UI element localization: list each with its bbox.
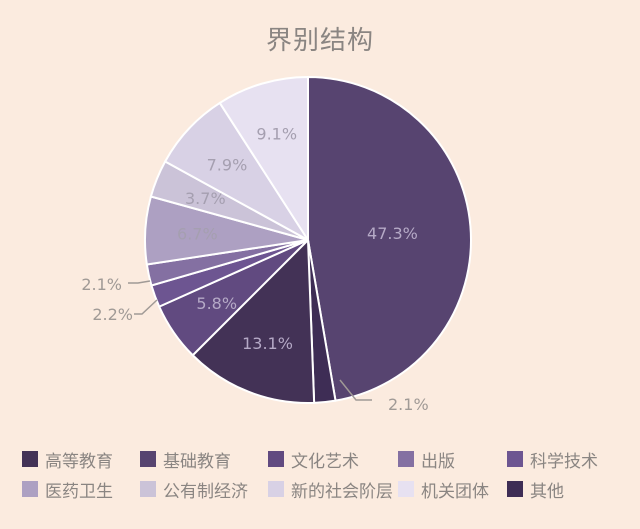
legend-swatch [22, 451, 38, 467]
slice-label: 7.9% [207, 155, 248, 174]
slice-label: 47.3% [367, 224, 418, 243]
leader-line [134, 299, 158, 315]
legend-item-public-economy[interactable]: 公有制经济 [140, 477, 268, 502]
leader-line [339, 379, 372, 401]
legend-item-new-social-class[interactable]: 新的社会阶层 [268, 477, 398, 502]
legend: 高等教育 基础教育 文化艺术 出版 科学技术 医药卫生 公有制经济 [22, 444, 640, 504]
legend-swatch [268, 451, 284, 467]
legend-label: 科学技术 [530, 451, 598, 472]
legend-item-culture-art[interactable]: 文化艺术 [268, 447, 398, 472]
legend-swatch [140, 451, 156, 467]
legend-item-basic-education[interactable]: 基础教育 [140, 447, 268, 472]
legend-label: 公有制经济 [163, 481, 248, 502]
slice-label: 2.2% [92, 305, 133, 324]
legend-swatch [140, 481, 156, 497]
slice-label: 5.8% [196, 294, 237, 313]
legend-label: 文化艺术 [291, 451, 359, 472]
legend-swatch [22, 481, 38, 497]
legend-item-publishing[interactable]: 出版 [398, 447, 507, 472]
pie-slice[interactable] [218, 75, 309, 244]
legend-item-medicine-health[interactable]: 医药卫生 [22, 477, 140, 502]
legend-swatch [268, 481, 284, 497]
legend-swatch [398, 451, 414, 467]
slice-label: 2.1% [388, 395, 429, 414]
legend-label: 新的社会阶层 [291, 481, 393, 502]
legend-label: 出版 [421, 451, 455, 472]
pie-chart: 47.3% 2.1% 13.1% 5.8% 2.2% 2.1% 6.7% 3.7% 7.9% 9.… [81, 75, 472, 414]
slice-label: 2.1% [81, 275, 122, 294]
legend-item-higher-education[interactable]: 高等教育 [22, 447, 140, 472]
slice-label: 3.7% [185, 189, 226, 208]
legend-item-science-tech[interactable]: 科学技术 [507, 447, 598, 472]
legend-label: 机关团体 [421, 481, 489, 502]
legend-label: 其他 [530, 481, 564, 502]
slice-label: 9.1% [256, 125, 297, 144]
chart-title: 界别结构 [265, 26, 374, 56]
legend-swatch [507, 481, 523, 497]
legend-label: 医药卫生 [45, 481, 113, 502]
legend-label: 基础教育 [163, 451, 231, 472]
legend-swatch [507, 451, 523, 467]
legend-row-1: 高等教育 基础教育 文化艺术 出版 科学技术 [22, 444, 640, 474]
pie-slice[interactable] [191, 237, 316, 404]
slice-label: 6.7% [177, 224, 218, 243]
legend-label: 高等教育 [45, 451, 113, 472]
slice-label: 13.1% [242, 334, 293, 353]
legend-item-other[interactable]: 其他 [507, 477, 564, 502]
legend-item-government-organizations[interactable]: 机关团体 [398, 477, 507, 502]
pie-slice[interactable] [307, 75, 472, 402]
legend-row-2: 医药卫生 公有制经济 新的社会阶层 机关团体 其他 [22, 474, 640, 504]
leader-line [128, 280, 151, 284]
legend-swatch [398, 481, 414, 497]
